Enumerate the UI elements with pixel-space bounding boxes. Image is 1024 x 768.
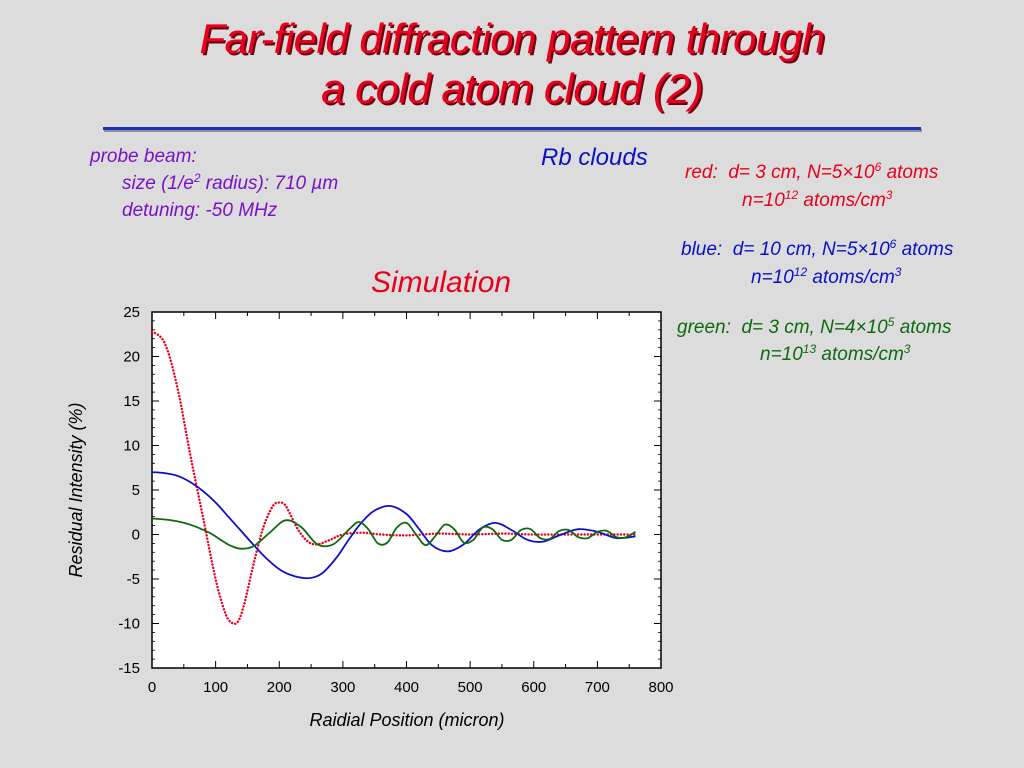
series-line-green [151, 517, 636, 550]
title-line-1: Far-field diffraction pattern through [199, 15, 825, 62]
legend-blue-label: blue: [681, 239, 723, 260]
legend-red-exp: 6 [874, 160, 882, 174]
probe-size-unit: µm [311, 173, 339, 194]
x-tick-label-6: 600 [521, 679, 546, 696]
legend-green-line1: green: d= 3 cm, N=4×105 atoms [677, 315, 952, 339]
y-tick-label-6: 15 [123, 393, 140, 410]
legend-red-atoms: atoms [881, 162, 939, 183]
y-tick-label-3: 0 [132, 527, 140, 544]
legend-green-n-unit: atoms/cm [816, 344, 904, 365]
series-group [150, 330, 637, 626]
legend-blue-line1: blue: d= 10 cm, N=5×106 atoms [681, 237, 954, 261]
simulation-label: Simulation [371, 266, 512, 299]
probe-heading: probe beam: [90, 146, 197, 167]
legend-blue-n-unit: atoms/cm [807, 267, 895, 288]
legend-blue-line2: n=1012 atoms/cm3 [751, 265, 902, 289]
y-tick-label-2: -5 [127, 571, 140, 588]
probe-detuning: detuning: -50 MHz [122, 200, 278, 221]
x-tick-label-2: 200 [267, 679, 292, 696]
x-axis-label: Raidial Position (micron) [309, 710, 504, 730]
series-line-red [150, 330, 637, 626]
legend-blue-n-unit-exp: 3 [894, 265, 902, 279]
title-line-2: a cold atom cloud (2) [321, 65, 703, 112]
y-tick-label-1: -10 [118, 616, 140, 633]
y-tick-label-4: 5 [132, 482, 140, 499]
title-divider [103, 127, 921, 130]
x-tick-label-5: 500 [458, 679, 483, 696]
legend-red-d: d= 3 cm, N=5 [728, 162, 843, 183]
axis-ticks: 0 100 200 300 400 500 600 700 800 -15 -10 -5 0 5 10 15 2… [118, 304, 673, 696]
legend-green-n-unit-exp: 3 [903, 342, 911, 356]
legend-red-line2: n=1012 atoms/cm3 [742, 188, 893, 212]
legend-green-n-exp: 13 [802, 342, 817, 356]
legend-green-times: × [855, 317, 867, 338]
x-tick-label-0: 0 [148, 679, 156, 696]
y-tick-label-0: -15 [118, 660, 140, 677]
legend-blue-d: d= 10 cm, N=5 [732, 239, 858, 260]
rb-clouds-label: Rb clouds [541, 144, 648, 171]
legend-blue-atoms: atoms [896, 239, 954, 260]
legend-green-n: n=10 [760, 344, 803, 365]
legend-green-label: green: [677, 317, 731, 338]
legend-green-exp: 5 [887, 315, 895, 329]
legend-red-n-exp: 12 [784, 188, 799, 202]
legend-green-line2: n=1013 atoms/cm3 [760, 342, 911, 366]
series-line-blue [151, 471, 636, 580]
x-tick-label-4: 400 [394, 679, 419, 696]
legend-green-d: d= 3 cm, N=4 [741, 317, 856, 338]
legend-red-n-unit-exp: 3 [885, 188, 893, 202]
legend-blue-exp: 6 [889, 237, 897, 251]
legend-red-line1: red: d= 3 cm, N=5×106 atoms [685, 160, 939, 184]
legend-green-mant: 10 [866, 317, 888, 338]
y-tick-label-7: 20 [123, 349, 140, 366]
legend-blue-times: × [857, 239, 869, 260]
y-tick-label-5: 10 [123, 438, 140, 455]
plot-area [151, 311, 662, 669]
legend-red-times: × [842, 162, 854, 183]
probe-size-mid: radius): 710 [200, 173, 312, 194]
x-tick-label-8: 800 [648, 679, 673, 696]
x-tick-label-1: 100 [203, 679, 228, 696]
y-tick-label-8: 25 [123, 304, 140, 321]
x-tick-label-7: 700 [585, 679, 610, 696]
legend-blue-n-exp: 12 [793, 265, 808, 279]
legend-red-label: red: [685, 162, 718, 183]
legend-blue-mant: 10 [868, 239, 890, 260]
probe-size-sup: 2 [193, 171, 201, 185]
legend-red-n: n=10 [742, 190, 785, 211]
y-axis-label: Residual Intensity (%) [66, 402, 86, 577]
legend-red-mant: 10 [853, 162, 875, 183]
slide-title: Far-field diffraction pattern through a … [0, 14, 1024, 114]
probe-size: size (1/e2 radius): 710 µm [122, 171, 339, 195]
legend-blue-n: n=10 [751, 267, 794, 288]
legend-green-atoms: atoms [894, 317, 952, 338]
legend-red-n-unit: atoms/cm [798, 190, 886, 211]
probe-size-prefix: size (1/e [122, 173, 194, 194]
x-tick-label-3: 300 [330, 679, 355, 696]
